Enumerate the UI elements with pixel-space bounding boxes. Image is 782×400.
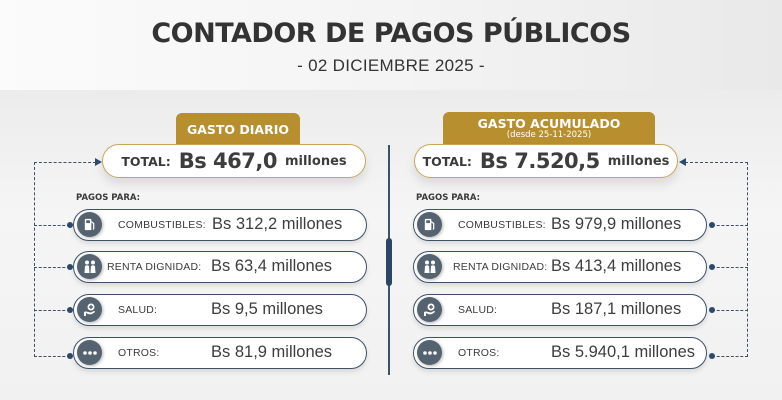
daily-tab: GASTO DIARIO [176, 113, 300, 147]
daily-pagos-label: PAGOS PARA: [76, 193, 141, 203]
accumulated-arrow-icon [679, 158, 686, 166]
accumulated-pagos-label: PAGOS PARA: [416, 193, 481, 203]
page-date: - 02 DICIEMBRE 2025 - [297, 56, 485, 75]
page-title: CONTADOR DE PAGOS PÚBLICOS [151, 18, 631, 49]
item-amount: Bs 63,4 millones [211, 257, 333, 275]
more-dots-icon [77, 340, 102, 365]
accumulated-connector-3 [712, 310, 748, 311]
accumulated-total-label: TOTAL: [422, 153, 472, 169]
accumulated-tab-label: GASTO ACUMULADO [477, 116, 621, 131]
accumulated-dot-4 [709, 353, 715, 359]
daily-connector-4 [34, 356, 70, 357]
accumulated-tab-sublabel: (desde 25-11-2025) [506, 130, 592, 140]
fuel-pump-icon [77, 212, 102, 237]
accumulated-item-renta-dignidad: RENTA DIGNIDAD: Bs 413,4 millones [413, 251, 707, 283]
item-label: RENTA DIGNIDAD: [107, 261, 202, 273]
accumulated-dot-3 [709, 307, 715, 313]
daily-arrow-icon [95, 158, 102, 166]
item-amount: Bs 5.940,1 millones [551, 343, 695, 361]
health-hand-icon [77, 297, 102, 322]
accumulated-item-combustibles: COMBUSTIBLES: Bs 979,9 millones [413, 209, 707, 241]
daily-total-value: Bs 467,0 [178, 149, 278, 173]
item-label: SALUD: [458, 304, 498, 316]
item-amount: Bs 9,5 millones [211, 300, 323, 318]
daily-total-unit: millones [284, 153, 347, 169]
daily-item-salud: SALUD: Bs 9,5 millones [73, 294, 367, 326]
accumulated-connector-4 [712, 356, 748, 357]
elderly-couple-icon [77, 254, 102, 279]
item-amount: Bs 979,9 millones [551, 215, 682, 233]
item-label: COMBUSTIBLES: [458, 219, 546, 231]
accumulated-connector-line [685, 162, 748, 357]
item-label: OTROS: [118, 347, 160, 359]
daily-connector-1 [34, 225, 70, 226]
item-label: SALUD: [118, 304, 158, 316]
daily-total-label: TOTAL: [121, 153, 171, 169]
item-label: COMBUSTIBLES: [118, 219, 206, 231]
fuel-pump-icon [417, 212, 442, 237]
item-label: RENTA DIGNIDAD: [453, 261, 548, 273]
header: CONTADOR DE PAGOS PÚBLICOS - 02 DICIEMBR… [0, 0, 782, 90]
center-divider-knob [386, 238, 392, 286]
daily-tab-label: GASTO DIARIO [186, 122, 290, 137]
health-hand-icon [417, 297, 442, 322]
daily-connector-3 [34, 310, 70, 311]
accumulated-item-salud: SALUD: Bs 187,1 millones [413, 294, 707, 326]
daily-item-combustibles: COMBUSTIBLES: Bs 312,2 millones [73, 209, 367, 241]
daily-dot-2 [67, 264, 73, 270]
more-dots-icon [417, 340, 442, 365]
item-amount: Bs 312,2 millones [212, 215, 343, 233]
daily-item-renta-dignidad: RENTA DIGNIDAD: Bs 63,4 millones [73, 251, 367, 283]
accumulated-total-unit: millones [607, 153, 670, 169]
accumulated-connector-1 [712, 225, 748, 226]
item-amount: Bs 187,1 millones [551, 300, 682, 318]
accumulated-dot-1 [709, 222, 715, 228]
elderly-couple-icon [417, 254, 442, 279]
daily-total: TOTAL: Bs 467,0 millones [102, 144, 366, 178]
accumulated-total: TOTAL: Bs 7.520,5 millones [414, 144, 678, 178]
daily-connector-2 [34, 267, 70, 268]
accumulated-connector-2 [712, 267, 748, 268]
item-label: OTROS: [458, 347, 500, 359]
accumulated-total-value: Bs 7.520,5 [479, 149, 600, 173]
daily-dot-3 [67, 307, 73, 313]
accumulated-tab: GASTO ACUMULADO (desde 25-11-2025) [443, 112, 655, 148]
daily-dot-1 [67, 222, 73, 228]
item-amount: Bs 413,4 millones [551, 257, 682, 275]
daily-item-otros: OTROS: Bs 81,9 millones [73, 337, 367, 369]
accumulated-dot-2 [709, 264, 715, 270]
item-amount: Bs 81,9 millones [211, 343, 333, 361]
daily-connector-line [34, 162, 96, 357]
accumulated-item-otros: OTROS: Bs 5.940,1 millones [413, 337, 707, 369]
daily-dot-4 [67, 353, 73, 359]
